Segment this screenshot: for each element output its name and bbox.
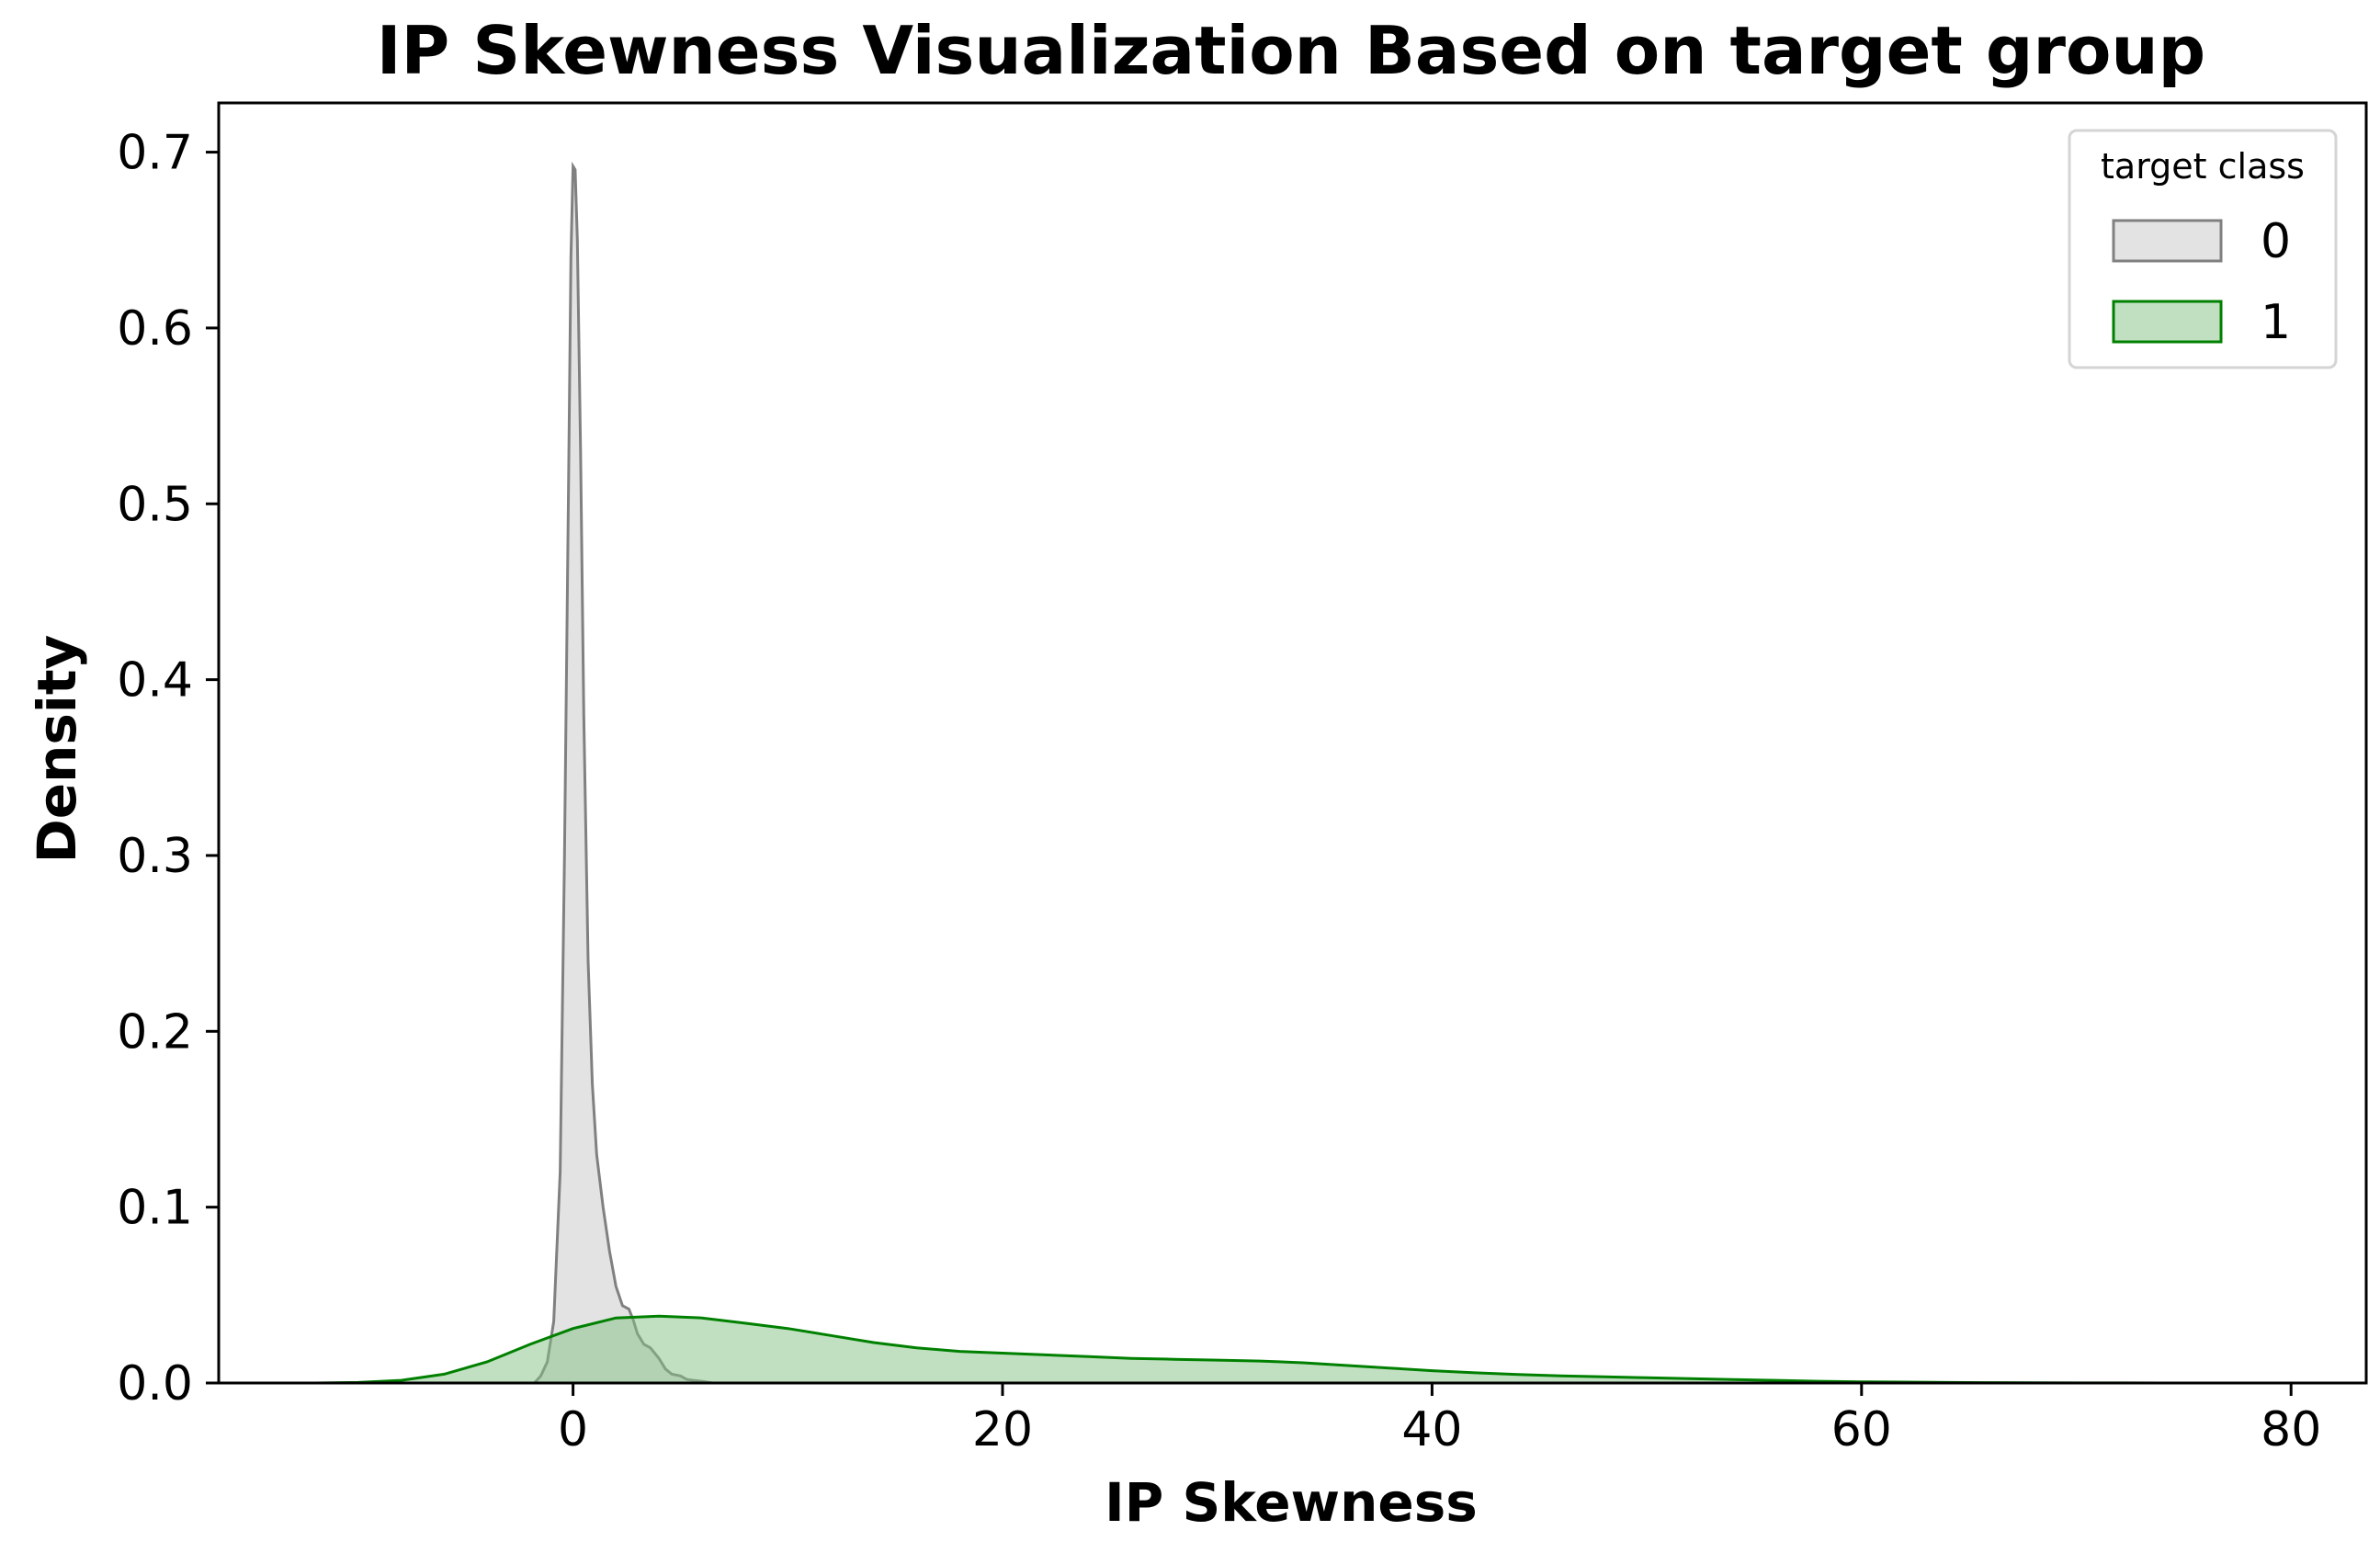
chart-title: IP Skewness Visualization Based on targe…	[377, 12, 2205, 89]
y-tick-label: 0.6	[117, 301, 193, 357]
y-tick-label: 0.1	[117, 1181, 193, 1236]
legend: target class 01	[2068, 129, 2338, 369]
y-tick-label: 0.5	[117, 477, 193, 532]
x-tick-label: 40	[1401, 1402, 1462, 1457]
legend-label-series-1: 1	[2261, 295, 2291, 350]
x-axis: 0 20 40 60 80	[558, 1383, 2321, 1457]
y-tick-label: 0.4	[117, 653, 193, 708]
legend-swatch-series-1	[2112, 300, 2223, 344]
plot-frame	[217, 101, 2368, 1385]
x-tick-label: 0	[558, 1402, 588, 1457]
y-tick-label: 0.7	[117, 126, 193, 181]
legend-entries: 01	[2112, 214, 2291, 350]
density-fill-series-0	[534, 165, 713, 1383]
y-axis: 0.0 0.1 0.2 0.3 0.4 0.5 0.6 0.7	[117, 126, 219, 1411]
x-tick-label: 20	[972, 1402, 1033, 1457]
x-axis-label: IP Skewness	[1105, 1471, 1478, 1534]
legend-title: target class	[2101, 146, 2305, 187]
x-tick-label: 80	[2261, 1402, 2321, 1457]
legend-label-series-0: 0	[2261, 214, 2291, 269]
legend-swatch-series-0	[2112, 219, 2223, 263]
y-axis-label: Density	[26, 635, 88, 864]
y-tick-label: 0.3	[117, 829, 193, 884]
y-tick-label: 0.2	[117, 1004, 193, 1060]
y-tick-label: 0.0	[117, 1356, 193, 1411]
plot-area	[217, 101, 2368, 1385]
x-tick-label: 60	[1831, 1402, 1892, 1457]
